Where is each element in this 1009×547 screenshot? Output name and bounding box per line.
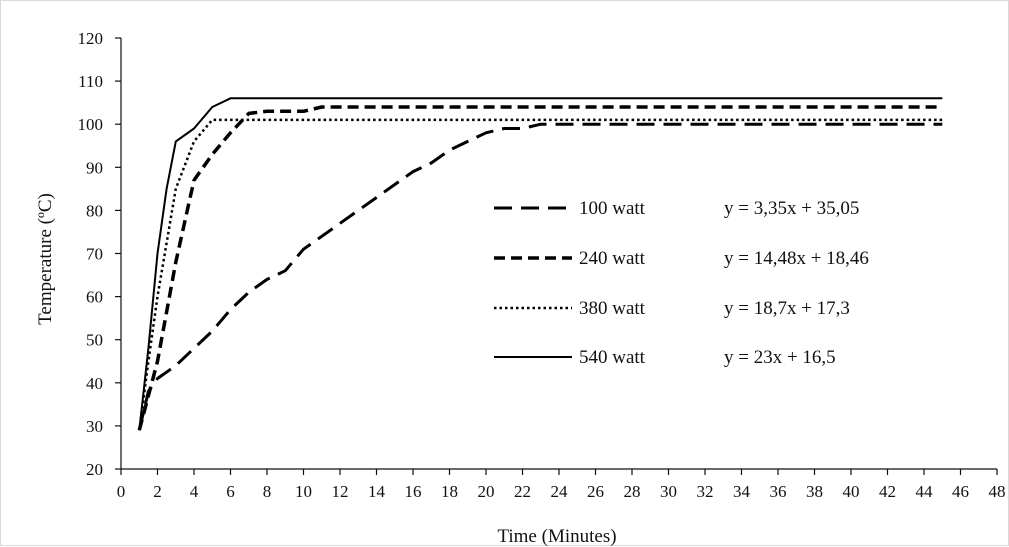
legend-label: 540 watt xyxy=(579,347,646,368)
series-line-100-watt xyxy=(137,122,943,431)
y-ticks: 20 30 40 50 60 70 80 90 100 110 120 xyxy=(78,29,121,479)
y-tick-label: 40 xyxy=(86,374,103,393)
x-ticks: 0 2 4 6 8 10 12 14 16 18 20 22 24 26 28 30 32 34 36 38 40 42 4… xyxy=(117,469,1006,501)
legend-equation: y = 18,7x + 17,3 xyxy=(724,298,850,319)
x-tick-label: 44 xyxy=(916,482,934,501)
y-tick-label: 30 xyxy=(86,417,103,436)
x-tick-label: 30 xyxy=(660,482,677,501)
series-line-380-watt xyxy=(138,118,943,431)
y-axis-title: Temperature (ºC) xyxy=(35,193,56,325)
x-tick-label: 18 xyxy=(441,482,458,501)
x-tick-label: 22 xyxy=(514,482,531,501)
x-tick-label: 24 xyxy=(551,482,569,501)
x-tick-label: 34 xyxy=(733,482,751,501)
x-tick-label: 26 xyxy=(587,482,604,501)
x-tick-label: 32 xyxy=(697,482,714,501)
legend-label: 380 watt xyxy=(579,298,646,319)
x-tick-label: 2 xyxy=(153,482,162,501)
x-tick-label: 46 xyxy=(952,482,969,501)
y-tick-label: 60 xyxy=(86,288,103,307)
legend-equation: y = 3,35x + 35,05 xyxy=(724,198,859,219)
x-tick-label: 38 xyxy=(806,482,823,501)
x-tick-label: 14 xyxy=(368,482,386,501)
x-tick-label: 28 xyxy=(624,482,641,501)
legend-equation: y = 23x + 16,5 xyxy=(724,347,836,368)
series-line-540-watt xyxy=(138,97,943,431)
x-tick-label: 16 xyxy=(405,482,422,501)
y-tick-label: 20 xyxy=(86,460,103,479)
x-tick-label: 10 xyxy=(295,482,312,501)
x-tick-label: 4 xyxy=(190,482,199,501)
x-tick-label: 36 xyxy=(770,482,787,501)
y-tick-label: 70 xyxy=(86,245,103,264)
y-tick-label: 80 xyxy=(86,201,103,220)
y-tick-label: 110 xyxy=(78,72,103,91)
x-tick-label: 6 xyxy=(226,482,235,501)
x-tick-label: 40 xyxy=(843,482,860,501)
legend-label: 240 watt xyxy=(579,248,646,269)
y-tick-label: 100 xyxy=(78,115,104,134)
legend: 100 watt y = 3,35x + 35,05 240 watt y = 14,… xyxy=(494,198,869,368)
x-tick-label: 8 xyxy=(263,482,272,501)
series-line-240-watt xyxy=(137,105,943,431)
x-tick-label: 12 xyxy=(332,482,349,501)
y-tick-label: 90 xyxy=(86,158,103,177)
x-tick-label: 0 xyxy=(117,482,126,501)
y-tick-label: 50 xyxy=(86,331,103,350)
legend-equation: y = 14,48x + 18,46 xyxy=(724,248,869,269)
x-axis-title: Time (Minutes) xyxy=(497,526,616,547)
y-tick-label: 120 xyxy=(78,29,104,48)
series-lines xyxy=(137,97,943,431)
x-tick-label: 48 xyxy=(989,482,1006,501)
x-tick-label: 20 xyxy=(478,482,495,501)
x-tick-label: 42 xyxy=(879,482,896,501)
legend-label: 100 watt xyxy=(579,198,646,219)
